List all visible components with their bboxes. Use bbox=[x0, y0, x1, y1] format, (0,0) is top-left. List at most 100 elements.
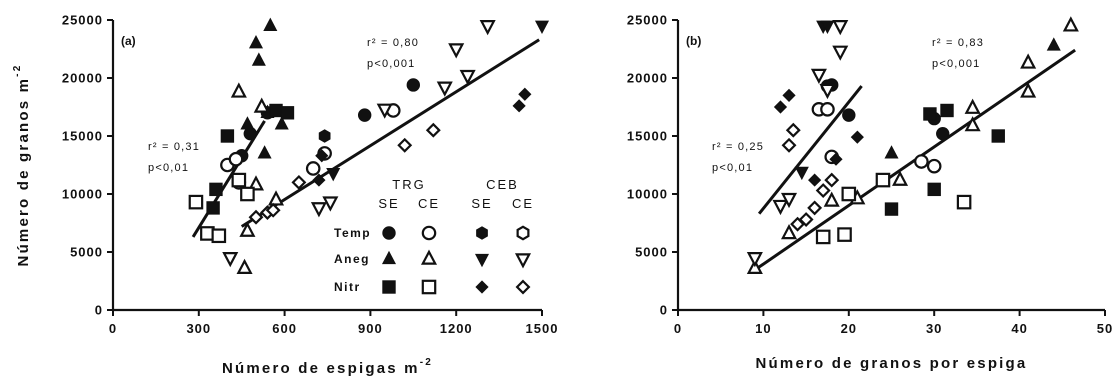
y-axis-title: Número de granos m-2 bbox=[12, 64, 32, 267]
data-point bbox=[406, 78, 420, 92]
series-ceb-ce-aneg bbox=[222, 20, 496, 268]
x-tick-label: 1200 bbox=[440, 321, 473, 336]
data-point bbox=[773, 100, 788, 114]
data-point bbox=[964, 98, 981, 114]
data-point bbox=[274, 116, 289, 130]
y-tick-label: 20000 bbox=[627, 71, 668, 86]
data-point bbox=[926, 158, 942, 174]
data-point bbox=[936, 126, 950, 141]
data-point bbox=[837, 227, 852, 242]
x-axis-title-text: Número de espigas m bbox=[222, 360, 420, 377]
data-point bbox=[842, 108, 856, 122]
data-point bbox=[841, 186, 857, 202]
legend-marker-circle-open bbox=[421, 225, 437, 241]
x-tick-label: 300 bbox=[186, 321, 211, 336]
data-point bbox=[263, 17, 278, 31]
legend: TRG CEB SE CE SE CE Temp Aneg Nitr bbox=[334, 177, 532, 295]
x-tick-label: 600 bbox=[272, 321, 297, 336]
y-tick-label: 10000 bbox=[62, 187, 103, 202]
y-tick-label: 25000 bbox=[627, 13, 668, 28]
y-tick-label: 20000 bbox=[62, 71, 103, 86]
data-point bbox=[291, 174, 307, 190]
data-point bbox=[781, 137, 797, 153]
data-point bbox=[209, 182, 223, 197]
data-point bbox=[236, 258, 253, 274]
series-ceb-se-nitr bbox=[312, 87, 532, 187]
series-trg-ce-aneg bbox=[230, 82, 285, 274]
y-axis-title-superscript: -2 bbox=[12, 64, 23, 77]
data-point bbox=[479, 20, 496, 36]
legend-marker-diamond-open bbox=[515, 279, 531, 295]
x-tick-label: 900 bbox=[358, 321, 383, 336]
regression-line bbox=[749, 48, 1076, 275]
data-point bbox=[807, 200, 823, 216]
data-point bbox=[512, 99, 526, 113]
data-point bbox=[832, 20, 849, 36]
series-ceb-se-aneg bbox=[326, 20, 550, 182]
data-point bbox=[436, 81, 453, 97]
x-tick-label: 0 bbox=[109, 321, 117, 336]
data-point bbox=[518, 87, 532, 101]
data-point bbox=[459, 69, 476, 86]
x-axis-title: Número de espigas m-2 bbox=[222, 357, 433, 377]
data-point bbox=[267, 190, 285, 206]
regression-stat-text: p<0,001 bbox=[932, 58, 980, 70]
data-point bbox=[824, 172, 840, 188]
regression-stat-text: r² = 0,83 bbox=[932, 37, 984, 49]
series-ceb-ce-nitr bbox=[781, 122, 840, 232]
x-axis-title: Número de granos por espiga bbox=[756, 355, 1028, 372]
data-point bbox=[832, 45, 849, 61]
y-tick-label: 15000 bbox=[62, 129, 103, 144]
data-point bbox=[222, 252, 239, 268]
data-point bbox=[312, 173, 326, 187]
data-point bbox=[228, 151, 244, 167]
data-point bbox=[206, 201, 220, 215]
series-trg-ce-aneg bbox=[746, 16, 1079, 274]
data-point bbox=[251, 52, 266, 66]
data-point bbox=[220, 129, 235, 143]
y-tick-label: 10000 bbox=[627, 187, 668, 202]
series-trg-se-nitr bbox=[884, 103, 1005, 216]
y-tick-label: 5000 bbox=[635, 245, 668, 260]
legend-marker-triangle-down-filled bbox=[474, 253, 490, 268]
data-point bbox=[780, 192, 798, 209]
legend-treatment-label: SE bbox=[378, 196, 399, 211]
legend-marker-triangle-up-filled bbox=[381, 250, 397, 265]
x-tick-label: 1500 bbox=[526, 321, 559, 336]
x-axis-title-superscript: -2 bbox=[420, 357, 433, 368]
data-point bbox=[820, 102, 835, 117]
data-point bbox=[322, 196, 339, 212]
x-tick-label: 0 bbox=[674, 321, 682, 336]
data-point bbox=[357, 108, 372, 122]
x-tick-label: 30 bbox=[926, 321, 942, 336]
data-point bbox=[815, 229, 831, 245]
regression-stat-text: r² = 0,31 bbox=[148, 141, 200, 153]
data-point bbox=[746, 252, 763, 268]
data-point bbox=[815, 183, 831, 198]
data-point bbox=[782, 88, 796, 102]
data-point bbox=[376, 103, 393, 119]
data-point bbox=[211, 228, 227, 244]
y-tick-label: 0 bbox=[95, 303, 103, 318]
data-point bbox=[397, 137, 413, 153]
data-point bbox=[269, 103, 283, 118]
regression-stat-text: r² = 0,80 bbox=[367, 37, 419, 49]
data-point bbox=[248, 209, 264, 225]
data-point bbox=[810, 68, 827, 85]
chart-panel-b: 0 5000 10000 15000 20000 25000 0 10 20 30 40 50 (b) N… bbox=[627, 13, 1112, 373]
data-point bbox=[248, 34, 264, 49]
data-point bbox=[305, 161, 321, 176]
data-point bbox=[265, 202, 281, 218]
data-point bbox=[956, 194, 972, 210]
legend-treatment-label: CE bbox=[418, 196, 440, 211]
data-point bbox=[253, 97, 270, 113]
data-point bbox=[875, 172, 891, 188]
y-tick-label: 15000 bbox=[627, 129, 668, 144]
series-ceb-ce-aneg bbox=[746, 20, 849, 268]
data-point bbox=[798, 212, 814, 227]
data-point bbox=[1020, 82, 1037, 98]
series-trg-se-aneg bbox=[884, 37, 1061, 159]
regression-line bbox=[191, 120, 266, 238]
data-point bbox=[310, 202, 327, 218]
legend-marker-diamond-filled bbox=[475, 280, 489, 294]
